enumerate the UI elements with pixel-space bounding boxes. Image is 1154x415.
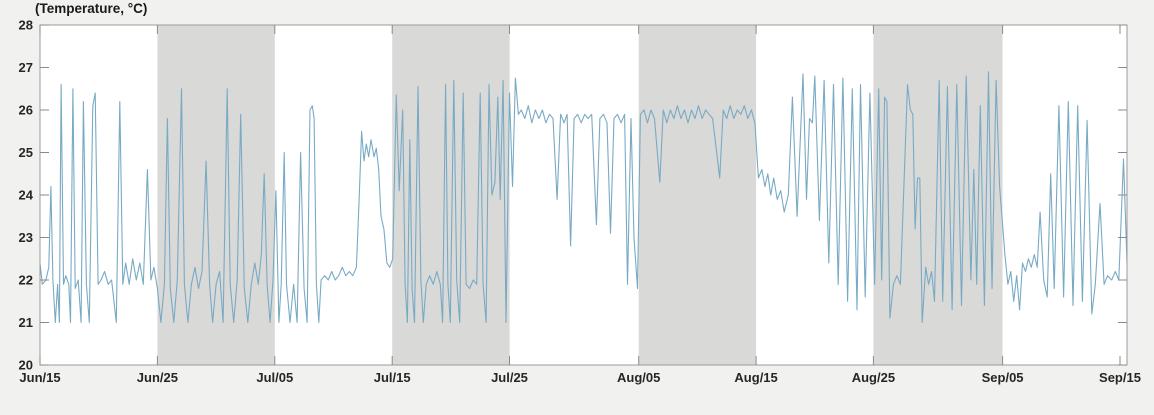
x-tick-label: Jul/15 [374, 370, 411, 385]
y-tick-label: 28 [19, 18, 33, 33]
y-tick-label: 26 [19, 103, 33, 118]
x-tick-label: Jul/25 [491, 370, 528, 385]
y-tick-label: 21 [19, 315, 33, 330]
chart-title: (Temperature, °C) [35, 1, 148, 16]
y-tick-label: 25 [19, 145, 33, 160]
x-tick-label: Aug/15 [734, 370, 777, 385]
shaded-band [157, 25, 275, 365]
y-tick-label: 22 [19, 273, 33, 288]
x-tick-label: Aug/25 [852, 370, 895, 385]
x-tick-label: Sep/05 [982, 370, 1024, 385]
x-tick-label: Jun/15 [19, 370, 60, 385]
y-tick-label: 27 [19, 60, 33, 75]
y-tick-label: 20 [19, 358, 33, 373]
y-tick-label: 23 [19, 230, 33, 245]
shaded-band [873, 25, 1003, 365]
x-tick-label: Jul/05 [256, 370, 293, 385]
x-tick-label: Jun/25 [137, 370, 178, 385]
y-tick-label: 24 [19, 188, 34, 203]
shaded-band [638, 25, 757, 365]
temperature-series-line [39, 71, 1128, 324]
x-tick-label: Sep/15 [1099, 370, 1141, 385]
x-tick-label: Aug/05 [617, 370, 660, 385]
